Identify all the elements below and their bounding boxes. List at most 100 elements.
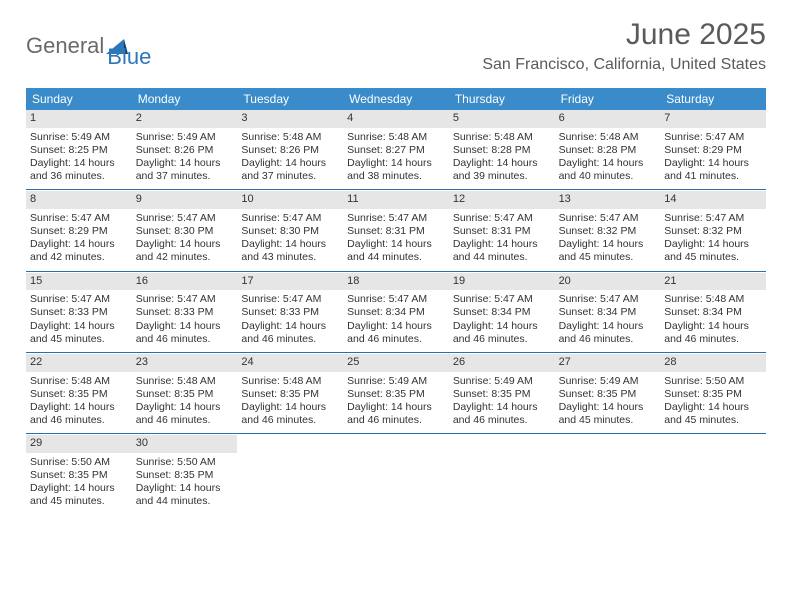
daylight-text-2: and 44 minutes. (347, 251, 445, 264)
sunset-text: Sunset: 8:35 PM (453, 388, 551, 401)
daylight-text-2: and 46 minutes. (453, 333, 551, 346)
sunrise-text: Sunrise: 5:50 AM (136, 456, 234, 469)
day-cell: 25Sunrise: 5:49 AMSunset: 8:35 PMDayligh… (343, 354, 449, 433)
day-number: 8 (26, 191, 132, 209)
calendar: SundayMondayTuesdayWednesdayThursdayFrid… (26, 88, 766, 514)
daylight-text-2: and 44 minutes. (453, 251, 551, 264)
daylight-text-1: Daylight: 14 hours (30, 482, 128, 495)
sunrise-text: Sunrise: 5:48 AM (30, 375, 128, 388)
daylight-text-1: Daylight: 14 hours (559, 157, 657, 170)
day-cell: 18Sunrise: 5:47 AMSunset: 8:34 PMDayligh… (343, 273, 449, 352)
day-number: 22 (26, 354, 132, 372)
day-cell: 16Sunrise: 5:47 AMSunset: 8:33 PMDayligh… (132, 273, 238, 352)
sunrise-text: Sunrise: 5:47 AM (453, 293, 551, 306)
daylight-text-1: Daylight: 14 hours (347, 401, 445, 414)
day-cell: 28Sunrise: 5:50 AMSunset: 8:35 PMDayligh… (660, 354, 766, 433)
sunset-text: Sunset: 8:27 PM (347, 144, 445, 157)
sunset-text: Sunset: 8:31 PM (347, 225, 445, 238)
daylight-text-1: Daylight: 14 hours (664, 157, 762, 170)
daylight-text-2: and 37 minutes. (241, 170, 339, 183)
daylight-text-2: and 46 minutes. (241, 414, 339, 427)
day-cell: 13Sunrise: 5:47 AMSunset: 8:32 PMDayligh… (555, 191, 661, 270)
day-cell: 2Sunrise: 5:49 AMSunset: 8:26 PMDaylight… (132, 110, 238, 189)
day-number: 20 (555, 273, 661, 291)
day-cell: 5Sunrise: 5:48 AMSunset: 8:28 PMDaylight… (449, 110, 555, 189)
day-cell (449, 435, 555, 514)
day-number: 17 (237, 273, 343, 291)
sunrise-text: Sunrise: 5:49 AM (559, 375, 657, 388)
day-cell: 20Sunrise: 5:47 AMSunset: 8:34 PMDayligh… (555, 273, 661, 352)
daylight-text-1: Daylight: 14 hours (241, 320, 339, 333)
day-number: 13 (555, 191, 661, 209)
sunset-text: Sunset: 8:30 PM (136, 225, 234, 238)
daylight-text-2: and 39 minutes. (453, 170, 551, 183)
day-number: 23 (132, 354, 238, 372)
sunrise-text: Sunrise: 5:47 AM (136, 293, 234, 306)
day-number: 10 (237, 191, 343, 209)
sunrise-text: Sunrise: 5:49 AM (347, 375, 445, 388)
daylight-text-1: Daylight: 14 hours (453, 401, 551, 414)
daylight-text-1: Daylight: 14 hours (136, 238, 234, 251)
sunset-text: Sunset: 8:35 PM (347, 388, 445, 401)
sunset-text: Sunset: 8:28 PM (559, 144, 657, 157)
day-number: 4 (343, 110, 449, 128)
daylight-text-2: and 46 minutes. (347, 333, 445, 346)
sunrise-text: Sunrise: 5:50 AM (30, 456, 128, 469)
weekday-header: Tuesday (237, 88, 343, 110)
weekday-header: Thursday (449, 88, 555, 110)
daylight-text-1: Daylight: 14 hours (136, 320, 234, 333)
daylight-text-1: Daylight: 14 hours (241, 401, 339, 414)
sunrise-text: Sunrise: 5:48 AM (664, 293, 762, 306)
sunrise-text: Sunrise: 5:48 AM (559, 131, 657, 144)
sunrise-text: Sunrise: 5:48 AM (241, 131, 339, 144)
sunset-text: Sunset: 8:35 PM (241, 388, 339, 401)
day-number: 5 (449, 110, 555, 128)
day-number: 24 (237, 354, 343, 372)
sunset-text: Sunset: 8:29 PM (664, 144, 762, 157)
title-block: June 2025 San Francisco, California, Uni… (482, 18, 766, 74)
day-cell: 12Sunrise: 5:47 AMSunset: 8:31 PMDayligh… (449, 191, 555, 270)
day-cell: 4Sunrise: 5:48 AMSunset: 8:27 PMDaylight… (343, 110, 449, 189)
day-cell: 22 Sunrise: 5:48 AMSunset: 8:35 PMDayligh… (26, 354, 132, 433)
daylight-text-1: Daylight: 14 hours (30, 238, 128, 251)
logo-text-general: General (26, 33, 104, 59)
daylight-text-2: and 46 minutes. (136, 333, 234, 346)
daylight-text-1: Daylight: 14 hours (30, 401, 128, 414)
sunrise-text: Sunrise: 5:49 AM (30, 131, 128, 144)
day-cell: 11Sunrise: 5:47 AMSunset: 8:31 PMDayligh… (343, 191, 449, 270)
day-number: 27 (555, 354, 661, 372)
daylight-text-1: Daylight: 14 hours (453, 320, 551, 333)
daylight-text-1: Daylight: 14 hours (559, 320, 657, 333)
sunset-text: Sunset: 8:35 PM (30, 388, 128, 401)
sunrise-text: Sunrise: 5:47 AM (453, 212, 551, 225)
daylight-text-2: and 40 minutes. (559, 170, 657, 183)
day-number: 9 (132, 191, 238, 209)
sunset-text: Sunset: 8:26 PM (136, 144, 234, 157)
sunrise-text: Sunrise: 5:48 AM (347, 131, 445, 144)
weekday-header: Monday (132, 88, 238, 110)
sunrise-text: Sunrise: 5:48 AM (241, 375, 339, 388)
sunrise-text: Sunrise: 5:48 AM (453, 131, 551, 144)
day-cell: 29Sunrise: 5:50 AMSunset: 8:35 PMDayligh… (26, 435, 132, 514)
daylight-text-2: and 45 minutes. (559, 414, 657, 427)
daylight-text-1: Daylight: 14 hours (347, 320, 445, 333)
daylight-text-2: and 42 minutes. (30, 251, 128, 264)
day-number: 29 (26, 435, 132, 453)
sunrise-text: Sunrise: 5:47 AM (30, 293, 128, 306)
day-number: 28 (660, 354, 766, 372)
daylight-text-2: and 36 minutes. (30, 170, 128, 183)
weekday-header: Friday (555, 88, 661, 110)
daylight-text-2: and 46 minutes. (453, 414, 551, 427)
day-number: 3 (237, 110, 343, 128)
sunrise-text: Sunrise: 5:47 AM (559, 293, 657, 306)
sunrise-text: Sunrise: 5:49 AM (453, 375, 551, 388)
sunrise-text: Sunrise: 5:47 AM (347, 293, 445, 306)
daylight-text-2: and 45 minutes. (30, 333, 128, 346)
day-cell: 24 Sunrise: 5:48 AMSunset: 8:35 PMDayligh… (237, 354, 343, 433)
day-number: 19 (449, 273, 555, 291)
day-cell (660, 435, 766, 514)
sunrise-text: Sunrise: 5:47 AM (241, 293, 339, 306)
sunrise-text: Sunrise: 5:47 AM (664, 131, 762, 144)
sunset-text: Sunset: 8:35 PM (664, 388, 762, 401)
sunset-text: Sunset: 8:35 PM (559, 388, 657, 401)
